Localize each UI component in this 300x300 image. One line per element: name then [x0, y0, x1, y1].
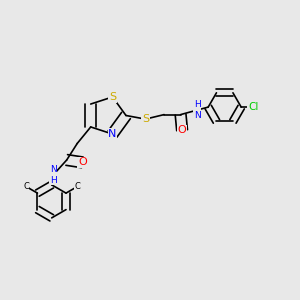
Text: N: N	[108, 129, 117, 139]
Text: O: O	[178, 125, 187, 135]
Text: C: C	[74, 182, 80, 191]
Text: O: O	[78, 158, 87, 167]
Text: S: S	[109, 92, 116, 102]
Text: S: S	[142, 114, 149, 124]
Text: H
N: H N	[194, 100, 200, 120]
Text: N
H: N H	[50, 165, 57, 185]
Text: C: C	[23, 182, 29, 191]
Text: Cl: Cl	[248, 102, 258, 112]
